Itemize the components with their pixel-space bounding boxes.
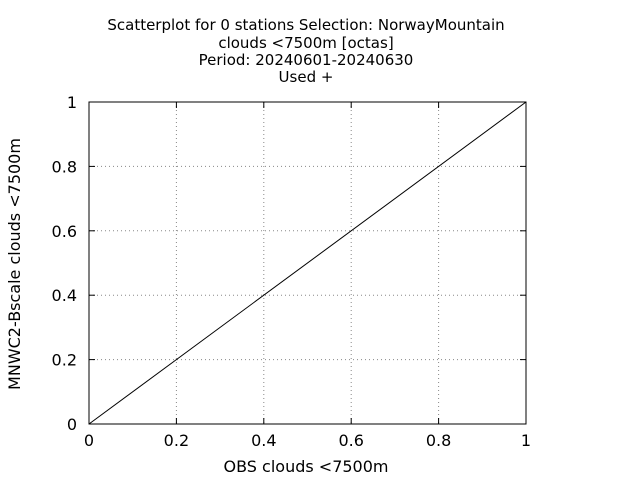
x-tick-label: 0 bbox=[84, 431, 94, 450]
x-tick-label: 1 bbox=[521, 431, 531, 450]
chart-title-line-4: Used + bbox=[279, 68, 334, 86]
diagonal-reference-line bbox=[88, 101, 527, 425]
y-tick-label: 0.2 bbox=[52, 351, 77, 370]
x-axis-label: OBS clouds <7500m bbox=[224, 457, 389, 476]
chart-title-line-1: Scatterplot for 0 stations Selection: No… bbox=[107, 16, 504, 34]
y-tick-label: 0 bbox=[67, 415, 77, 434]
x-tick-label: 0.2 bbox=[164, 431, 189, 450]
y-tick-label: 0.6 bbox=[52, 222, 77, 241]
x-tick-label: 0.6 bbox=[338, 431, 363, 450]
y-tick-label: 0.4 bbox=[52, 286, 77, 305]
x-tick-label: 0.4 bbox=[251, 431, 276, 450]
chart-title-block: Scatterplot for 0 stations Selection: No… bbox=[107, 16, 504, 86]
chart-title-line-3: Period: 20240601-20240630 bbox=[199, 51, 414, 69]
y-tick-label: 0.8 bbox=[52, 157, 77, 176]
chart-title-line-2: clouds <7500m [octas] bbox=[218, 34, 393, 52]
data-marks bbox=[88, 101, 527, 425]
plot-frame bbox=[88, 101, 527, 425]
y-tick-label: 1 bbox=[67, 93, 77, 112]
y-axis-label: MNWC2-Bscale clouds <7500m bbox=[5, 138, 24, 390]
x-tick-label: 0.8 bbox=[426, 431, 451, 450]
tick-labels: 0 0.2 0.4 0.6 0.8 1 0 0.2 0.4 0.6 0.8 1 bbox=[52, 93, 532, 450]
grid-lines bbox=[89, 102, 526, 424]
